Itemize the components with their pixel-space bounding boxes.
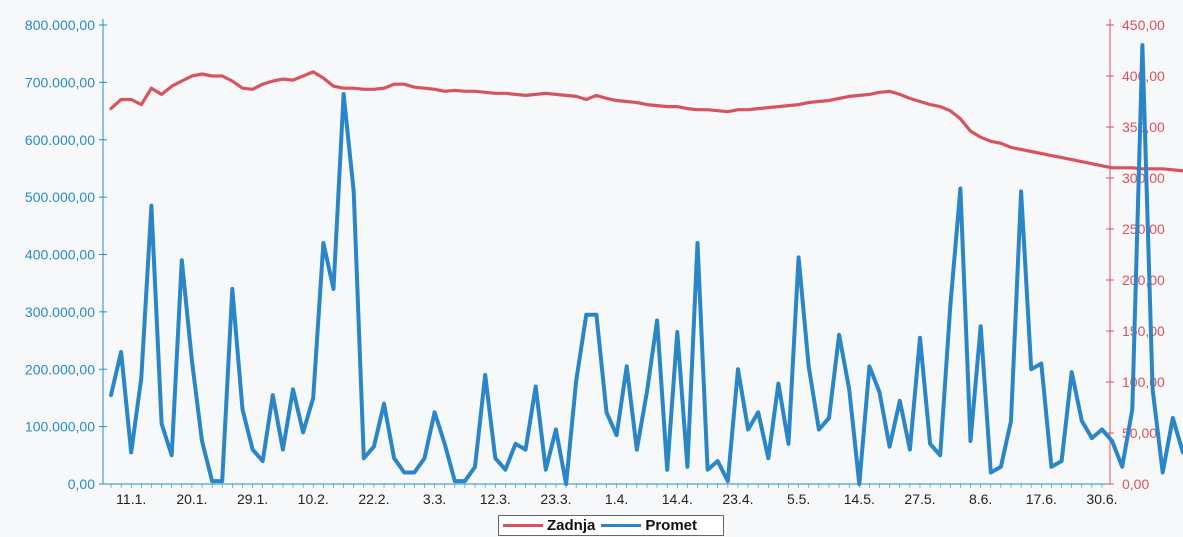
left-tick-label: 0,00 — [68, 476, 95, 492]
x-tick-label: 23.3. — [540, 491, 571, 507]
x-tick-label: 20.1. — [176, 491, 207, 507]
legend-item-zadnja: Zadnja — [503, 517, 595, 534]
right-tick-label: 450,00 — [1122, 17, 1165, 33]
left-tick-label: 300.000,00 — [25, 304, 95, 320]
x-tick-label: 29.1. — [237, 491, 268, 507]
x-tick-label: 17.6. — [1026, 491, 1057, 507]
series-line-promet — [109, 43, 1183, 486]
series-line-zadnja — [109, 70, 1183, 173]
x-tick-label: 1.4. — [605, 491, 628, 507]
x-tick-label: 8.6. — [969, 491, 992, 507]
x-tick-label: 3.3. — [423, 491, 446, 507]
x-tick-label: 14.5. — [844, 491, 875, 507]
right-tick-label: 150,00 — [1122, 323, 1165, 339]
legend-swatch-zadnja — [503, 524, 543, 527]
x-tick-label: 12.3. — [480, 491, 511, 507]
left-tick-label: 700.000,00 — [25, 74, 95, 90]
left-tick-label: 400.000,00 — [25, 247, 95, 263]
dual-axis-line-chart: 0,00 100.000,00 200.000,00 300.000,00 400.00… — [25, 17, 1183, 507]
x-tick-label: 10.2. — [298, 491, 329, 507]
right-tick-label: 250,00 — [1122, 221, 1165, 237]
x-tick-label: 11.1. — [116, 491, 146, 507]
left-tick-label: 200.000,00 — [25, 361, 95, 377]
right-tick-label: 300,00 — [1122, 170, 1165, 186]
right-tick-label: 200,00 — [1122, 272, 1165, 288]
legend-label-promet: Promet — [645, 517, 698, 534]
x-tick-label: 23.4. — [722, 491, 753, 507]
left-tick-label: 500.000,00 — [25, 189, 95, 205]
x-tick-label: 22.2. — [358, 491, 389, 507]
right-tick-label: 100,00 — [1122, 374, 1165, 390]
x-tick-label: 30.6. — [1086, 491, 1117, 507]
x-tick-label: 14.4. — [662, 491, 693, 507]
legend-swatch-promet — [601, 524, 642, 527]
x-tick-label: 5.5. — [787, 491, 810, 507]
legend-label-zadnja: Zadnja — [547, 517, 596, 534]
x-axis-ticks: 11.1. 20.1. 29.1. 10.2. 22.2. 3.3. 12.3. 23.3. 1… — [110, 484, 1118, 507]
left-tick-label: 100.000,00 — [25, 419, 95, 435]
x-tick-label: 27.5. — [904, 491, 935, 507]
series-layer — [109, 43, 1183, 486]
right-tick-label: 0,00 — [1122, 476, 1149, 492]
left-tick-label: 800.000,00 — [25, 17, 95, 33]
left-tick-label: 600.000,00 — [25, 132, 95, 148]
legend-item-promet: Promet — [601, 517, 697, 534]
left-axis-ticks: 0,00 100.000,00 200.000,00 300.000,00 400.00… — [25, 17, 107, 492]
legend: Zadnja Promet — [498, 515, 724, 536]
right-axis-ticks: 0,0050,00100,00150,00200,00250,00300,003… — [1106, 17, 1165, 492]
